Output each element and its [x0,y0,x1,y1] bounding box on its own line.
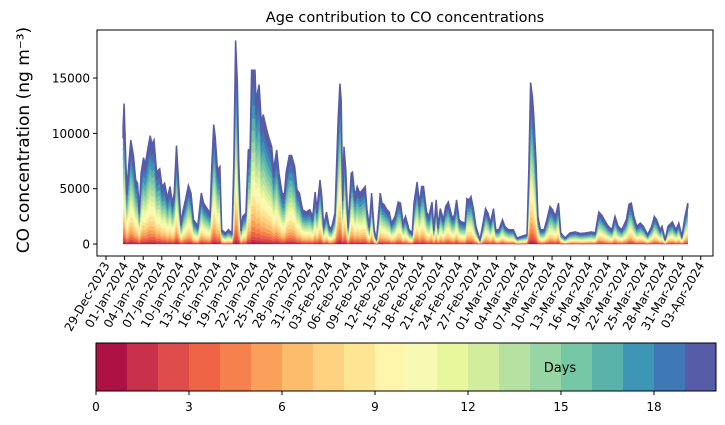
colorbar-tick-label: 18 [646,400,661,414]
colorbar-tick-label: 0 [92,400,100,414]
colorbar-swatch-day-6 [282,343,314,391]
colorbar: 0 3 6 9 12 15 18 [92,342,717,414]
colorbar-swatch-day-4 [220,343,252,391]
x-axis: 29-Dec-202301-Jan-202404-Jan-202407-Jan-… [62,256,707,334]
colorbar-swatch-day-5 [251,343,283,391]
colorbar-tick-label: 6 [278,400,286,414]
colorbar-label: Days [544,361,577,376]
colorbar-swatch-day-19 [685,343,717,391]
colorbar-swatch-day-2 [158,343,190,391]
colorbar-swatch-day-8 [344,343,376,391]
y-tick-label: 10000 [52,127,90,141]
colorbar-swatch-day-0 [96,343,128,391]
colorbar-swatch-day-18 [654,343,686,391]
colorbar-tick-label: 12 [460,400,475,414]
area-layer-day-19 [122,40,689,243]
y-tick-label: 0 [82,238,90,252]
y-tick-label: 5000 [59,182,90,196]
chart-title: Age contribution to CO concentrations [266,10,544,26]
colorbar-frame [95,342,717,392]
colorbar-swatch-day-12 [468,343,500,391]
axes-frame [96,29,714,257]
colorbar-swatch-day-13 [499,343,531,391]
colorbar-swatch-day-1 [127,343,159,391]
colorbar-swatch-day-14 [530,343,562,391]
colorbar-swatch-day-17 [623,343,655,391]
y-axis: 0 5000 10000 15000 [52,72,97,252]
colorbar-swatch-day-15 [561,343,593,391]
colorbar-tick-label: 9 [371,400,379,414]
colorbar-swatch-day-3 [189,343,221,391]
colorbar-swatch-day-11 [437,343,469,391]
colorbar-swatch-day-10 [406,343,438,391]
colorbar-swatch-day-16 [592,343,624,391]
y-tick-label: 15000 [52,72,90,86]
colorbar-tick-label: 15 [553,400,568,414]
plot-area [122,40,689,245]
colorbar-swatch-day-7 [313,343,345,391]
colorbar-tick-label: 3 [185,400,193,414]
y-axis-label: CO concentration (ng m⁻³) [14,27,34,253]
colorbar-swatch-day-9 [375,343,407,391]
